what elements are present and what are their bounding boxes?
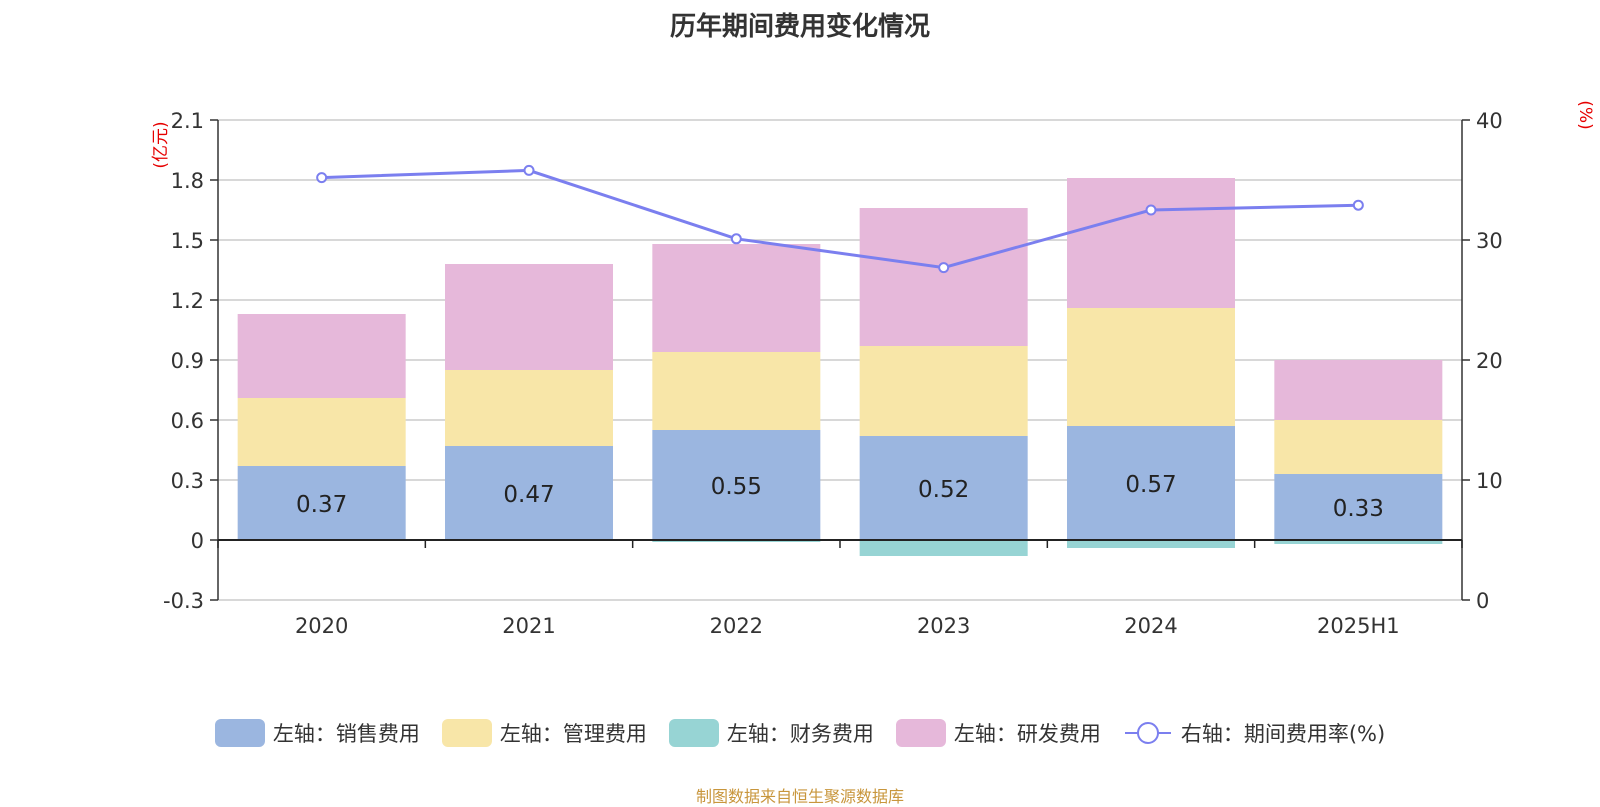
x-tick-label: 2022 [710, 614, 763, 638]
right-axis-unit: (%) [1575, 100, 1595, 129]
left-tick-label: 1.5 [171, 229, 204, 253]
rate-point [1145, 204, 1157, 216]
right-tick-label: 30 [1476, 229, 1503, 253]
rate-point [1352, 199, 1364, 211]
legend-label: 左轴：研发费用 [953, 722, 1101, 746]
bar-rnd [445, 264, 613, 370]
left-tick-label: 1.2 [171, 289, 204, 313]
rate-point [938, 262, 950, 274]
bar-admin [652, 352, 821, 430]
bar-finance [1274, 540, 1443, 544]
right-tick-label: 20 [1476, 349, 1503, 373]
bars-layer [237, 178, 1443, 556]
left-tick-label: 2.1 [171, 109, 204, 133]
bar-data-label: 0.57 [1125, 472, 1176, 498]
rate-point [730, 233, 742, 245]
right-tick-label: 10 [1476, 469, 1503, 493]
legend-label: 左轴：财务费用 [726, 722, 874, 746]
bar-sales [1067, 426, 1235, 540]
bar-data-label: 0.55 [711, 474, 762, 500]
bar-rnd [859, 208, 1028, 346]
bar-rnd [1067, 178, 1235, 308]
line-layer [316, 164, 1364, 274]
legend-swatch [895, 719, 946, 747]
bar-admin [445, 370, 613, 446]
x-tick-label: 2024 [1124, 614, 1177, 638]
legend-item-rnd[interactable]: 左轴：研发费用 [895, 718, 1101, 748]
legend-swatch [668, 719, 719, 747]
legend-item-admin[interactable]: 左轴：管理费用 [441, 718, 647, 748]
x-tick-label: 2020 [295, 614, 348, 638]
x-tick-label: 2023 [917, 614, 970, 638]
x-tick-label: 2025H1 [1317, 614, 1400, 638]
legend: 左轴：销售费用 左轴：管理费用 左轴：财务费用 左轴：研发费用 右轴：期间费用率(%) [0, 718, 1600, 748]
legend-item-rate_line[interactable]: 右轴：期间费用率(%) [1123, 718, 1385, 748]
bar-rnd [1274, 360, 1443, 420]
bar-data-label: 0.33 [1333, 496, 1384, 522]
left-tick-label: -0.3 [163, 589, 204, 613]
x-tick-label: 2021 [502, 614, 555, 638]
bar-rnd [652, 244, 821, 352]
legend-label: 左轴：销售费用 [272, 722, 420, 746]
bar-admin [859, 346, 1028, 436]
left-axis-unit: (亿元) [151, 121, 171, 168]
bar-sales [445, 446, 613, 540]
left-tick-label: 0 [191, 529, 204, 553]
rate-point [523, 164, 535, 176]
label-layer: 0.37 0.47 0.55 0.52 0.57 0.33 [296, 472, 1384, 522]
left-tick-label: 0.9 [171, 349, 204, 373]
left-tick-label: 0.3 [171, 469, 204, 493]
legend-label: 右轴：期间费用率(%) [1180, 722, 1386, 746]
left-tick-label: 1.8 [171, 169, 204, 193]
bar-sales [237, 466, 406, 540]
right-tick-label: 0 [1476, 589, 1489, 613]
chart-title: 历年期间费用变化情况 [669, 12, 930, 42]
legend-swatch [214, 719, 265, 747]
legend-swatch [441, 719, 492, 747]
axis-layer: -0.3 0 0.3 0.6 0.9 1.2 1.5 1.8 2.1 0 10 20 30 40 (亿元) (… [151, 100, 1595, 638]
left-tick-label: 0.6 [171, 409, 204, 433]
bar-data-label: 0.52 [918, 477, 969, 503]
bar-sales [652, 430, 821, 540]
legend-label: 左轴：管理费用 [499, 722, 647, 746]
rate-line [321, 168, 1359, 270]
bar-admin [1067, 308, 1235, 426]
bar-admin [1274, 420, 1443, 474]
bar-finance [1067, 540, 1235, 548]
bar-data-label: 0.37 [296, 492, 347, 518]
bar-sales [1274, 474, 1443, 540]
right-tick-label: 40 [1476, 109, 1503, 133]
bar-rnd [237, 314, 406, 398]
legend-line-swatch [1124, 722, 1171, 744]
bar-finance [859, 540, 1028, 556]
source-note: 制图数据来自恒生聚源数据库 [695, 787, 904, 806]
legend-item-finance[interactable]: 左轴：财务费用 [668, 718, 874, 748]
bar-data-label: 0.47 [503, 482, 554, 508]
bar-admin [237, 398, 406, 466]
rate-point [316, 172, 328, 184]
legend-item-sales[interactable]: 左轴：销售费用 [214, 718, 420, 748]
bar-sales [859, 436, 1028, 540]
